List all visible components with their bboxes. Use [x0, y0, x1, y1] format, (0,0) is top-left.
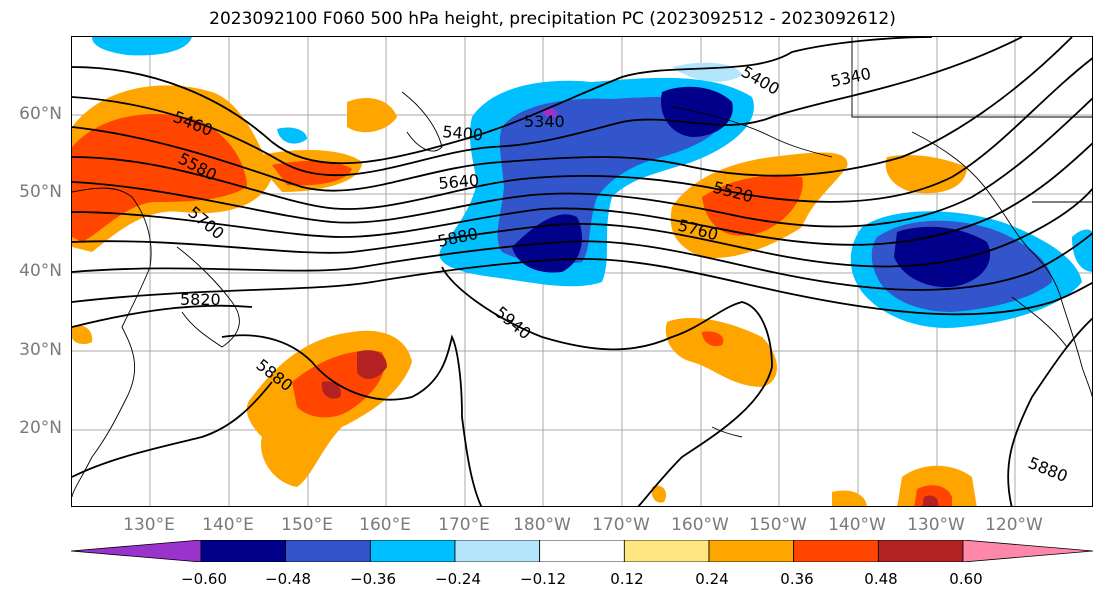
colorbar-tick-label: −0.60 — [181, 570, 227, 588]
positive-precip-areas — [72, 85, 977, 506]
lon-label-180w: 180°W — [513, 515, 571, 535]
colorbar-cell — [285, 540, 371, 562]
lon-label-140w: 140°W — [828, 515, 886, 535]
height-contours — [72, 37, 1092, 506]
colorbar-cell — [71, 540, 202, 562]
colorbar-tick-label: −0.36 — [350, 570, 396, 588]
lat-label-40n: 40°N — [19, 261, 62, 281]
lon-label-130w: 130°W — [907, 515, 965, 535]
colorbar-cell — [539, 540, 625, 562]
contour-label-5340-a: 5340 — [524, 112, 565, 131]
colorbar-tick-label: −0.12 — [520, 570, 566, 588]
map-canvas: 5460 5580 5700 5820 5400 5340 5640 5880 … — [72, 37, 1092, 506]
lon-label-130e: 130°E — [123, 515, 175, 535]
colorbar-cell — [708, 540, 795, 562]
lon-label-120w: 120°W — [985, 515, 1043, 535]
lat-label-20n: 20°N — [19, 418, 62, 438]
lon-label-140e: 140°E — [202, 515, 254, 535]
lon-label-170w: 170°W — [592, 515, 650, 535]
contour-label-5940: 5940 — [491, 303, 534, 344]
contour-label-5640: 5640 — [438, 171, 480, 193]
lon-label-160w: 160°W — [671, 515, 729, 535]
contour-label-5880-c: 5880 — [1026, 453, 1071, 486]
colorbar-cell — [623, 540, 710, 562]
lat-label-30n: 30°N — [19, 340, 62, 360]
lon-label-170e: 170°E — [438, 515, 490, 535]
lon-label-160e: 160°E — [359, 515, 411, 535]
colorbar-tick-label: 0.60 — [949, 570, 983, 588]
colorbar — [71, 540, 1093, 562]
lat-label-50n: 50°N — [19, 182, 62, 202]
lat-label-60n: 60°N — [19, 104, 62, 124]
colorbar-cell — [962, 540, 1093, 562]
colorbar-tick-label: 0.36 — [780, 570, 814, 588]
map-panel: 5460 5580 5700 5820 5400 5340 5640 5880 … — [71, 36, 1093, 507]
lon-label-150e: 150°E — [281, 515, 333, 535]
contour-label-5340-b: 5340 — [829, 64, 873, 91]
contour-label-5400-a: 5400 — [442, 122, 484, 144]
colorbar-cell — [877, 540, 964, 562]
figure-title: 2023092100 F060 500 hPa height, precipit… — [209, 9, 896, 29]
colorbar-tick-label: 0.48 — [864, 570, 898, 588]
colorbar-cell — [454, 540, 541, 562]
colorbar-cell — [369, 540, 456, 562]
colorbar-tick-label: 0.24 — [695, 570, 729, 588]
contour-label-5820: 5820 — [180, 290, 221, 309]
colorbar-cell — [793, 540, 879, 562]
colorbar-tick-label: −0.24 — [435, 570, 481, 588]
lon-label-150w: 150°W — [749, 515, 807, 535]
colorbar-tick-label: −0.48 — [265, 570, 311, 588]
colorbar-cell — [200, 540, 287, 562]
colorbar-tick-label: 0.12 — [610, 570, 644, 588]
